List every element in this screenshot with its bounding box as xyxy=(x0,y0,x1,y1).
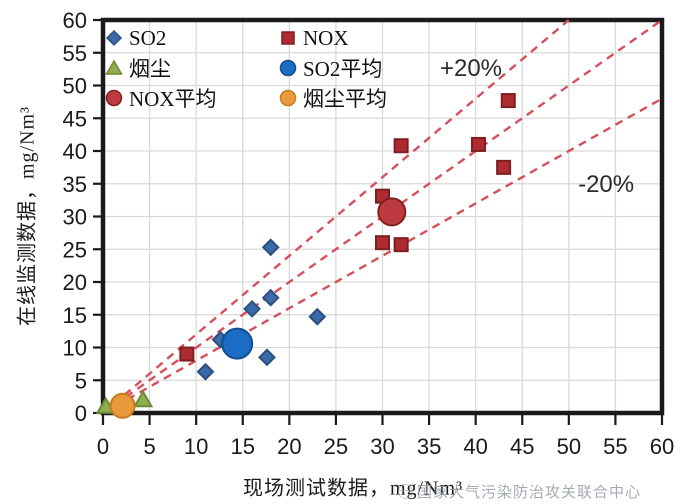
y-tick-label: 15 xyxy=(63,303,87,328)
plot-border xyxy=(100,17,665,416)
point-SO2 xyxy=(258,348,276,367)
point-SO2 xyxy=(196,362,215,381)
point-NOX xyxy=(393,138,409,154)
x-tick-label: 60 xyxy=(650,434,674,459)
y-tick-label: 40 xyxy=(63,139,87,164)
point-SO2 xyxy=(261,238,280,257)
point-NOX平均 xyxy=(377,197,407,227)
y-tick-label: 25 xyxy=(63,237,87,262)
y-tick-label: 0 xyxy=(75,401,87,426)
x-tick-label: 20 xyxy=(277,434,301,459)
annotation-label: +20% xyxy=(440,55,502,82)
x-tick-label: 45 xyxy=(510,434,534,459)
x-tick-label: 40 xyxy=(463,434,487,459)
point-NOX xyxy=(470,136,486,152)
x-tick-label: 50 xyxy=(557,434,581,459)
point-SO2 xyxy=(243,299,261,318)
x-tick-label: 0 xyxy=(97,434,109,459)
point-SO2 xyxy=(308,307,327,326)
watermark-logo-icon xyxy=(398,484,413,499)
y-tick-label: 50 xyxy=(63,74,87,99)
annotation-label: -20% xyxy=(578,171,634,198)
y-tick-label: 10 xyxy=(63,336,87,361)
point-NOX xyxy=(179,346,195,362)
x-tick-label: 35 xyxy=(417,434,441,459)
x-tick-label: 25 xyxy=(324,434,348,459)
y-tick-label: 30 xyxy=(63,205,87,230)
x-tick-label: 55 xyxy=(603,434,627,459)
y-tick-label: 20 xyxy=(63,270,87,295)
y-tick-label: 45 xyxy=(63,106,87,131)
point-SO2平均 xyxy=(221,327,254,360)
watermark: 国家大气污染防治攻关联合中心 xyxy=(398,481,641,502)
point-NOX xyxy=(375,235,390,251)
watermark-text: 国家大气污染防治攻关联合中心 xyxy=(417,484,642,501)
point-SO2 xyxy=(261,288,280,307)
y-tick-label: 35 xyxy=(63,172,87,197)
point-NOX xyxy=(500,93,516,109)
y-axis-title: 在线监测数据，mg/Nm³ xyxy=(16,105,39,327)
point-烟尘平均 xyxy=(109,392,136,419)
reference-line-minus-20-percent xyxy=(102,97,663,415)
point-NOX xyxy=(393,237,409,253)
y-tick-label: 60 xyxy=(63,8,87,33)
x-tick-label: 30 xyxy=(370,434,394,459)
x-tick-label: 10 xyxy=(184,434,208,459)
point-NOX xyxy=(496,159,512,175)
x-tick-label: 15 xyxy=(231,434,255,459)
y-tick-label: 55 xyxy=(63,41,87,66)
y-tick-label: 5 xyxy=(75,368,87,393)
x-tick-label: 5 xyxy=(143,434,155,459)
point-烟尘 xyxy=(132,389,154,408)
